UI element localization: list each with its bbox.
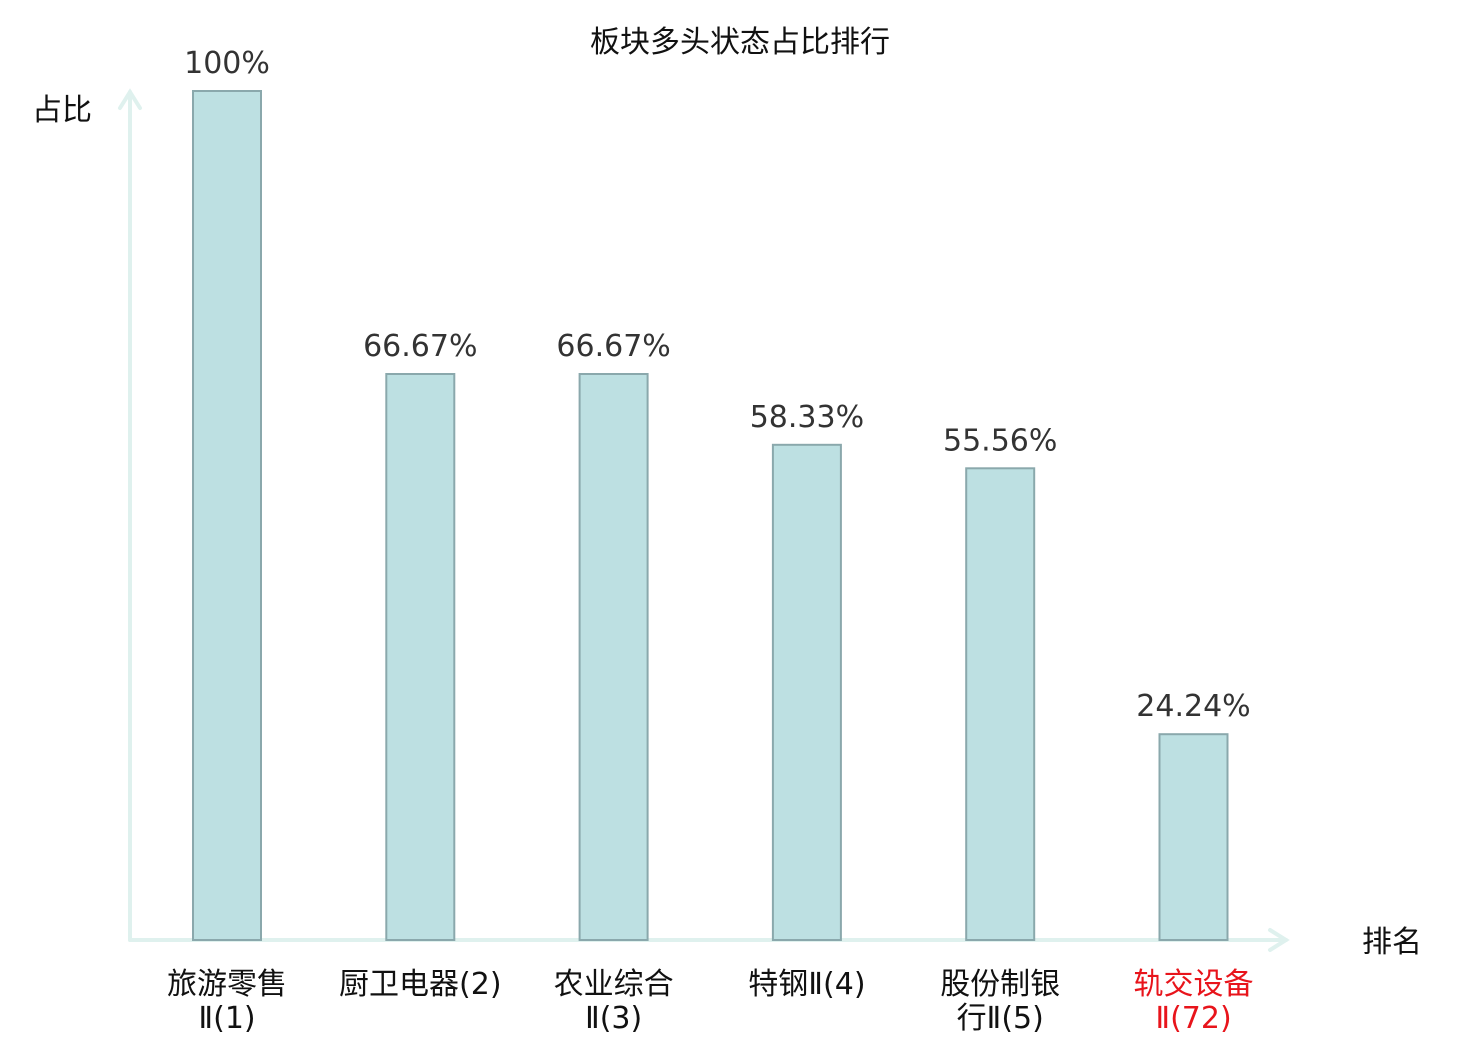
data-label: 66.67% [363,329,477,364]
bar [771,443,842,941]
data-label: 58.33% [750,400,864,435]
axes [118,88,1290,952]
data-label: 66.67% [556,329,670,364]
bar [192,90,262,941]
data-label: 24.24% [1136,689,1250,724]
category-tick-label: 厨卫电器(2) [339,967,502,1002]
category-tick-label: 行Ⅱ(5) [957,1001,1044,1036]
bar [965,467,1036,941]
chart-title: 板块多头状态占比排行 [590,25,890,60]
bar [385,373,456,941]
bar [1158,733,1229,942]
category-tick-label: 农业综合 [554,967,674,1002]
bars [192,90,1229,942]
category-tick-label: 旅游零售 [167,967,287,1002]
data-label: 100% [184,46,270,81]
category-tick-label: 轨交设备 [1134,967,1254,1002]
category-tick-label: Ⅱ(72) [1155,1001,1231,1036]
category-tick-label: Ⅱ(3) [585,1001,642,1036]
y-axis-title: 占比 [32,93,92,128]
value-labels: 100% 66.67% 66.67% 58.33% 55.56% 24.24% [184,46,1251,724]
data-label: 55.56% [943,423,1057,458]
category-tick-label: 特钢Ⅱ(4) [748,967,865,1002]
y-axis-arrow [118,88,142,110]
bar [578,373,649,941]
category-tick-label: 股份制银 [940,967,1060,1002]
category-tick-label: Ⅱ(1) [198,1001,255,1036]
x-axis-arrow [1268,928,1290,952]
x-axis-title: 排名 [1362,925,1422,960]
